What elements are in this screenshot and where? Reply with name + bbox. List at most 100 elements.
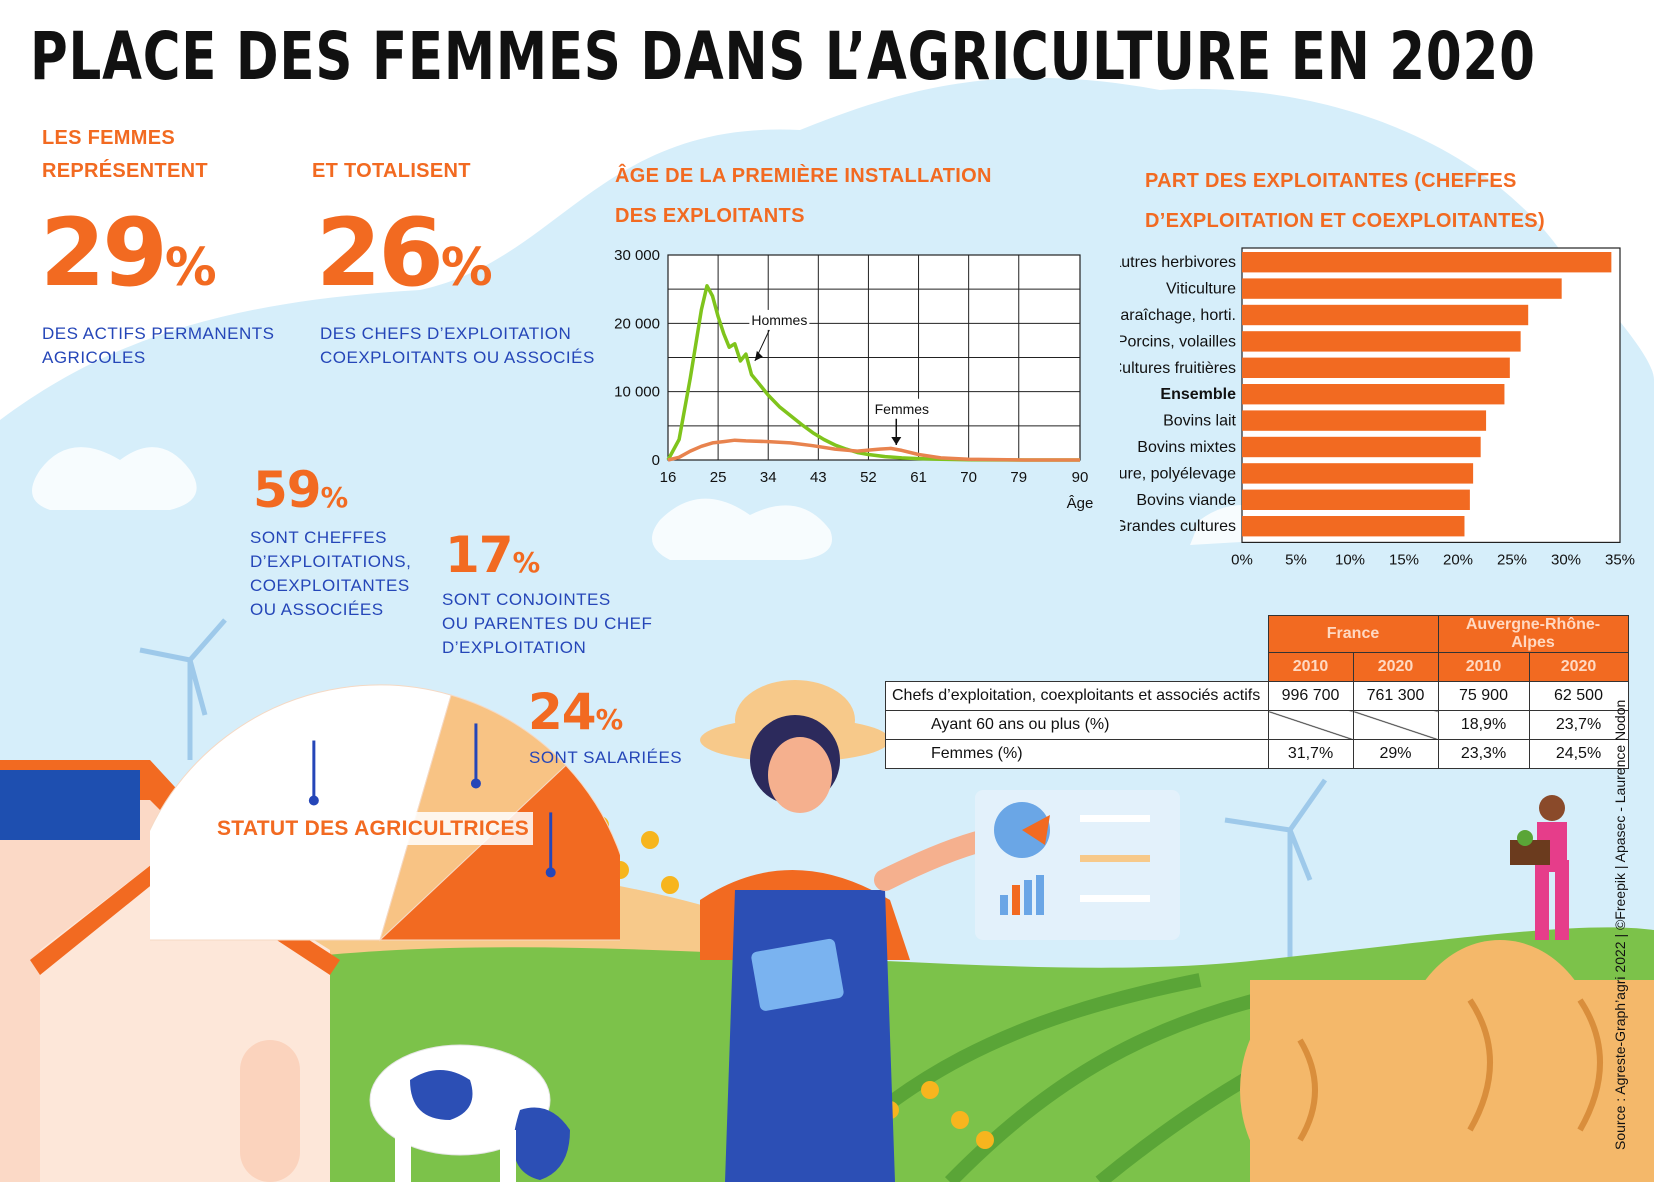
x-tick-label: 90	[1072, 469, 1089, 486]
x-tick-label: 10%	[1335, 551, 1365, 568]
table-cell: 23,7%	[1528, 710, 1629, 740]
table-cell: 18,9%	[1437, 710, 1530, 740]
bar	[1242, 331, 1521, 352]
bar	[1242, 252, 1612, 273]
bar-chart-bars	[1241, 247, 1621, 543]
x-tick-label: 15%	[1389, 551, 1419, 568]
table-cell: 29%	[1352, 739, 1439, 769]
stat1-heading-line2: REPRÉSENTENT	[42, 160, 208, 182]
stat1-description: DES ACTIFS PERMANENTS AGRICOLES	[42, 322, 274, 370]
series-line-femmes	[667, 438, 1080, 462]
linechart-title: ÂGE DE LA PREMIÈRE INSTALLATION DES EXPL…	[615, 156, 992, 236]
linechart-title-line1: ÂGE DE LA PREMIÈRE INSTALLATION	[615, 165, 992, 187]
status-59-line1: SONT CHEFFES	[250, 528, 387, 547]
cow	[369, 1044, 570, 1182]
status-59-text: SONT CHEFFES D’EXPLOITATIONS, COEXPLOITA…	[250, 526, 411, 622]
series-label-hommes: Hommes	[751, 312, 807, 328]
cloud-1	[32, 447, 197, 510]
bar-chart: Ovins, autres herbivores Viticulture Maraî…	[1120, 247, 1635, 568]
bar	[1242, 304, 1529, 326]
pie-slice	[378, 764, 620, 941]
status-17-line1: SONT CONJOINTES	[442, 590, 611, 609]
table-row-label: Ayant 60 ans ou plus (%)	[885, 710, 1269, 740]
pointer-dot	[308, 795, 319, 806]
line-chart-annotations: Hommes Femmes	[749, 309, 930, 445]
barchart-title: PART DES EXPLOITANTES (CHEFFES D’EXPLOIT…	[1145, 161, 1545, 241]
category-label: Bovins lait	[1163, 413, 1236, 430]
x-tick-label: 25	[710, 469, 727, 486]
status-59-unit: %	[320, 482, 349, 514]
stat1-desc-line2: AGRICOLES	[42, 348, 146, 367]
status-24-text: SONT SALARIÉES	[529, 746, 682, 770]
status-24-unit: %	[595, 704, 624, 736]
x-tick-label: 52	[860, 469, 877, 486]
bar	[1242, 489, 1470, 510]
bar	[1242, 278, 1562, 299]
bar	[1242, 516, 1465, 537]
stat2-desc-line2: COEXPLOITANTS OU ASSOCIÉS	[320, 348, 595, 367]
small-farmer	[1510, 795, 1569, 940]
table-year-row: 2010 2020 2010 2020	[886, 652, 1629, 682]
wind-turbine-left	[139, 618, 227, 760]
pointer-dot	[545, 867, 556, 878]
status-17-number: 17	[445, 526, 514, 584]
stats-table: France Auvergne-Rhône-Alpes 2010 2020 20…	[885, 615, 1629, 769]
table-cell: 24,5%	[1528, 739, 1629, 769]
line-chart-grid	[667, 254, 1081, 461]
category-label: Polyculture, polyélevage	[1120, 465, 1236, 482]
table-year: 2020	[1528, 652, 1629, 682]
table-row: Chefs d’exploitation, coexploitants et a…	[885, 681, 1629, 711]
table-cell: 75 900	[1437, 681, 1530, 711]
bar	[1242, 463, 1474, 484]
arrowhead-femmes	[891, 436, 902, 445]
barchart-title-line1: PART DES EXPLOITANTES (CHEFFES	[1145, 170, 1517, 192]
bar	[1242, 384, 1505, 405]
x-tick-label: 34	[760, 469, 777, 486]
x-axis-label: Âge	[1067, 495, 1094, 512]
x-tick-label: 0%	[1231, 551, 1253, 568]
category-label: Ensemble	[1160, 386, 1236, 403]
stat1-heading-line1: LES FEMMES	[42, 127, 176, 149]
x-tick-label: 25%	[1497, 551, 1527, 568]
table-group-aura: Auvergne-Rhône-Alpes	[1437, 615, 1629, 653]
source-credit: Source : Agreste-Graph’agri 2022 | ©Free…	[1612, 699, 1628, 1150]
status-59-line3: COEXPLOITANTES	[250, 576, 410, 595]
category-label: Viticulture	[1166, 281, 1236, 298]
bar	[1242, 436, 1481, 458]
table-cell-empty	[1267, 710, 1354, 740]
table-cell: 31,7%	[1267, 739, 1354, 769]
table-cell: 23,3%	[1437, 739, 1530, 769]
x-tick-label: 5%	[1285, 551, 1307, 568]
status-24-line1: SONT SALARIÉES	[529, 748, 683, 767]
status-17-line2: OU PARENTES DU CHEF	[442, 614, 653, 633]
stat2-desc-line1: DES CHEFS D’EXPLOITATION	[320, 324, 572, 343]
barchart-title-line2: D’EXPLOITATION ET COEXPLOITANTES)	[1145, 210, 1545, 232]
category-label: Maraîchage, horti.	[1120, 307, 1236, 324]
category-label: Cultures fruitières	[1120, 360, 1236, 377]
bar	[1242, 357, 1510, 378]
table-year: 2010	[1437, 652, 1530, 682]
stat1-value: 29%	[40, 204, 217, 318]
bar-chart-labels: Ovins, autres herbivores Viticulture Maraî…	[1120, 254, 1237, 535]
stat1-unit: %	[164, 238, 217, 298]
stat1-heading: LES FEMMES REPRÉSENTENT	[42, 122, 208, 188]
status-59-line4: OU ASSOCIÉES	[250, 600, 384, 619]
stat2-value: 26%	[316, 204, 493, 318]
x-tick-label: 70	[960, 469, 977, 486]
series-label-femmes: Femmes	[875, 401, 929, 417]
y-tick-label: 10 000	[614, 384, 660, 401]
table-row-label: Chefs d’exploitation, coexploitants et a…	[885, 681, 1269, 711]
table-cell: 761 300	[1352, 681, 1439, 711]
category-label: Grandes cultures	[1120, 518, 1236, 535]
table-group-row: France Auvergne-Rhône-Alpes	[886, 615, 1629, 653]
stat2-unit: %	[440, 238, 493, 298]
table-row-label: Femmes (%)	[885, 739, 1269, 769]
x-tick-label: 30%	[1551, 551, 1581, 568]
bar-chart-ticks: 0% 5% 10% 15% 20% 25% 30% 35%	[1231, 551, 1635, 568]
cloud-2	[652, 498, 832, 560]
x-tick-label: 16	[660, 469, 677, 486]
category-label: Bovins mixtes	[1137, 439, 1236, 456]
line-chart-ticks: 16 25 34 43 52 61 70 79 90 0 10 000 20 000 30 000 Âge	[614, 247, 1093, 512]
arrowhead-hommes	[754, 350, 763, 361]
